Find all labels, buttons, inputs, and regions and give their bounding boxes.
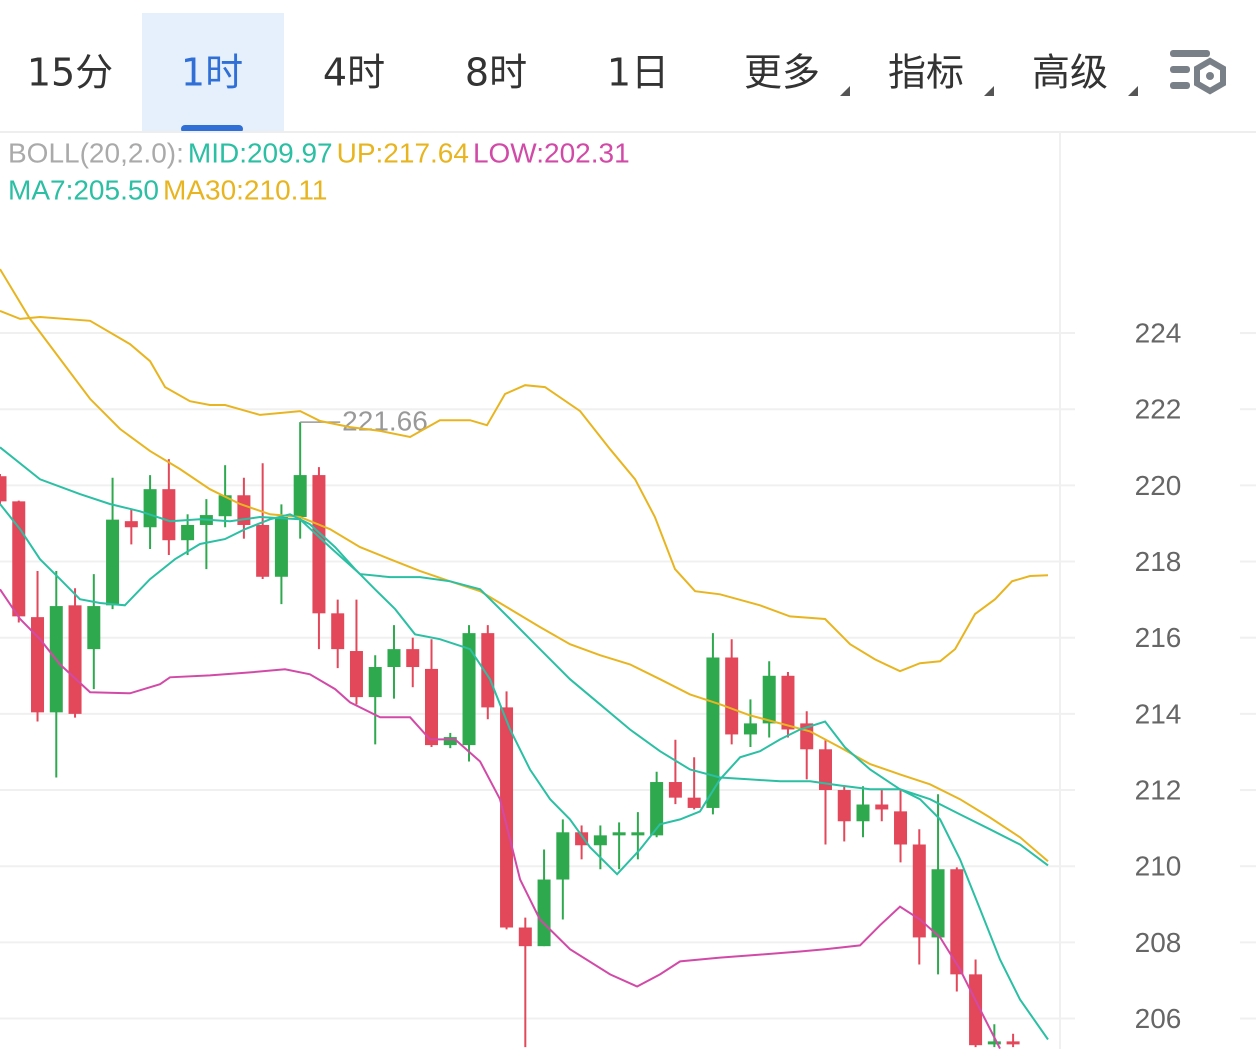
candle-body: [631, 832, 645, 836]
candle-body: [743, 723, 757, 735]
candle-body: [443, 737, 457, 746]
candle-body: [687, 797, 701, 808]
candle-body: [781, 675, 795, 730]
icon-bar: [1170, 82, 1190, 89]
candle-body: [237, 495, 251, 525]
tab[interactable]: 高级: [1032, 51, 1108, 95]
candle-body: [1006, 1041, 1020, 1045]
tab[interactable]: 8时: [465, 51, 527, 95]
candle-body: [931, 869, 945, 938]
tab[interactable]: 1时: [181, 51, 243, 95]
candle-body: [537, 879, 551, 947]
candle-body: [274, 516, 288, 577]
candle-body: [818, 749, 832, 791]
tab[interactable]: 15分: [27, 51, 113, 95]
candle-body: [762, 675, 776, 724]
indicator-line: [0, 309, 1049, 673]
candle-body: [912, 844, 926, 938]
candle-body: [650, 782, 664, 836]
candle-body: [462, 633, 476, 746]
y-tick-label: 206: [1135, 1003, 1182, 1034]
indicator-label: MID:209.97: [188, 137, 333, 168]
icon-bar: [1170, 50, 1210, 57]
y-tick-label: 220: [1135, 470, 1182, 501]
dropdown-arrow: [840, 86, 850, 96]
y-tick-label: 208: [1135, 927, 1182, 958]
y-tick-label: 216: [1135, 622, 1182, 653]
y-axis: 206 208 210 212 214 216 218 220 222 224: [1135, 317, 1182, 1034]
tab[interactable]: 指标: [888, 51, 964, 95]
indicator-line: [0, 268, 1049, 862]
icon-dot: [1206, 72, 1214, 80]
indicator-label: MA30:210.11: [163, 174, 328, 205]
candle-body: [575, 832, 589, 846]
tab[interactable]: 4时: [323, 51, 385, 95]
candle-body: [425, 668, 439, 746]
candle-body: [0, 476, 7, 502]
candle-body: [293, 475, 307, 517]
candle-body: [312, 475, 326, 614]
candle-body: [331, 613, 345, 650]
candle-body: [856, 804, 870, 822]
candle-body: [837, 790, 851, 822]
candle-body: [987, 1041, 1001, 1045]
indicator-label: BOLL(20,2.0):: [8, 137, 184, 168]
icon-bar: [1170, 66, 1190, 73]
candle-body: [500, 707, 514, 928]
candle-body: [556, 832, 570, 880]
selected-tab-bg: [142, 13, 284, 131]
candle-body: [368, 667, 382, 698]
y-tick-label: 212: [1135, 774, 1182, 805]
candle-body: [106, 519, 120, 606]
plot-area: 221.66: [0, 268, 1049, 1049]
dropdown-arrow: [1128, 86, 1138, 96]
indicator-label: MA7:205.50: [8, 174, 159, 205]
candle-body: [706, 657, 720, 808]
candle-body: [875, 804, 889, 810]
candle-body: [124, 521, 138, 528]
indicator-line: [0, 588, 1001, 1049]
y-tick-label: 218: [1135, 546, 1182, 577]
candle-body: [12, 501, 26, 617]
icon-hex: [1194, 57, 1226, 95]
tab[interactable]: 1日: [607, 51, 669, 95]
indicator-legend: BOLL(20,2.0): MID:209.97 UP:217.64 LOW:202.…: [8, 137, 630, 205]
grid: [0, 332, 1256, 1020]
candle-body: [143, 489, 157, 528]
candle-body: [349, 651, 363, 698]
candle-body: [481, 633, 495, 708]
indicator-line: [0, 446, 1049, 867]
candle-body: [162, 489, 176, 541]
tab-bar: 15分 1时 4时 8时 1日 更多 指标 高级: [27, 13, 1138, 133]
settings-icon[interactable]: [1170, 50, 1226, 95]
candle-body: [518, 927, 532, 947]
y-tick-label: 224: [1135, 317, 1182, 348]
candle-body: [406, 649, 420, 668]
y-tick-label: 210: [1135, 851, 1182, 882]
indicator-label: UP:217.64: [337, 137, 469, 168]
y-tick-label: 214: [1135, 698, 1182, 729]
dropdown-arrow: [984, 86, 994, 96]
candle-body: [894, 811, 908, 845]
candle-body: [256, 524, 270, 577]
candle-body: [87, 606, 101, 650]
candle-body: [181, 524, 195, 541]
candle-body: [218, 495, 232, 517]
candle-body: [612, 832, 626, 836]
indicator-label: LOW:202.31: [473, 137, 630, 168]
tab[interactable]: 更多: [744, 51, 820, 95]
candle-body: [387, 649, 401, 668]
candle-body: [668, 782, 682, 798]
candle-body: [725, 657, 739, 735]
candle-body: [68, 605, 82, 714]
candle-body: [593, 835, 607, 846]
candle-body: [950, 869, 964, 975]
indicator-line: [0, 503, 1049, 1041]
y-tick-label: 222: [1135, 394, 1182, 425]
